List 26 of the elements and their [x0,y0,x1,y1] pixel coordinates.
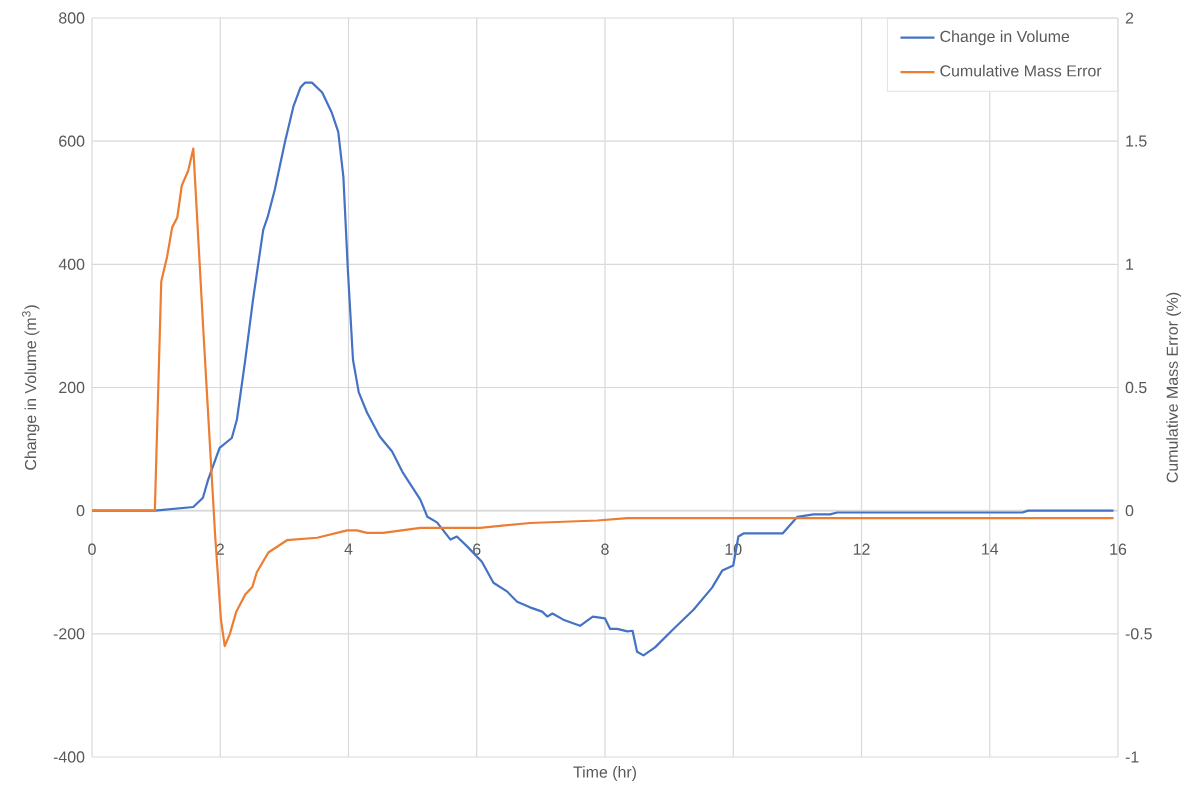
x-tick-label: 16 [1110,543,1127,556]
x-axis-title: Time (hr) [573,766,637,782]
y-tick-label: 200 [59,382,85,394]
y2-tick-label: 1.5 [1126,135,1147,147]
x-tick-label: 4 [344,543,353,555]
y-tick-label: 0 [76,505,85,517]
legend-label: Change in Volume [940,30,1070,46]
x-tick-label: 0 [88,543,96,556]
y2-tick-label: 0 [1125,505,1134,517]
y-tick-label: -200 [53,628,85,640]
y2-axis-title: Cumulative Mass Error (%) [1166,293,1182,483]
y2-tick-label: 0.5 [1125,382,1147,394]
x-tick-label: 2 [216,543,224,555]
y2-tick-label: -1 [1125,751,1139,763]
y-tick-label: 400 [58,258,85,271]
x-tick-label: 8 [601,543,609,556]
y-axis-title: Change in Volume (m$^{3}$) [22,305,40,471]
legend-label: Cumulative Mass Error [940,65,1102,77]
y2-tick-label: 2 [1125,12,1134,24]
y-tick-label: 800 [59,12,85,24]
x-tick-label: 14 [982,543,999,555]
y-tick-label: -400 [53,751,85,763]
x-tick-label: 12 [853,543,870,555]
y2-tick-label: 1 [1126,259,1134,271]
y2-tick-label: -0.5 [1125,628,1152,640]
y-tick-label: 600 [59,135,85,148]
